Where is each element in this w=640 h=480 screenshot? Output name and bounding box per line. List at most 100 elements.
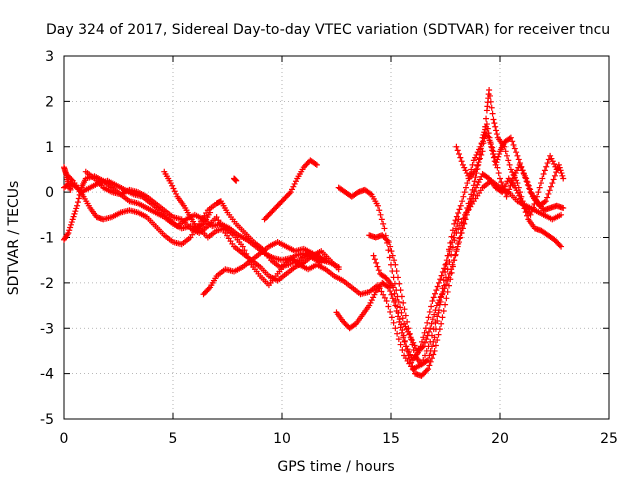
data-point [420,334,427,341]
data-point [440,288,447,295]
data-point [558,211,565,218]
data-point [351,321,358,328]
data-point [65,229,72,236]
data-point [340,318,347,325]
data-point [539,175,546,182]
data-point [560,175,567,182]
data-point [509,138,516,145]
data-point [548,183,555,190]
data-point [273,204,280,211]
data-point [432,342,439,349]
data-point [374,202,381,209]
data-point [304,160,311,167]
data-point [443,257,450,264]
data-point [449,239,456,246]
data-point [266,210,273,217]
data-point [457,154,464,161]
data-point [507,134,514,141]
data-point [274,202,281,209]
data-point [472,154,479,161]
data-point [387,308,394,315]
data-point [442,261,449,268]
data-point [401,337,408,344]
data-point [433,287,440,294]
data-point [381,225,388,232]
data-point [515,156,522,163]
data-point [465,207,472,214]
data-point [239,243,246,250]
data-point [458,158,465,165]
data-point [435,331,442,338]
data-point [201,289,208,296]
data-point [440,277,447,284]
data-point [217,220,224,227]
data-point [481,131,488,138]
data-point [425,314,432,321]
data-point [506,135,513,142]
data-point [428,355,435,362]
data-point [490,148,497,155]
data-point [367,190,374,197]
data-point [371,256,378,263]
data-point [371,291,378,298]
data-point [291,180,298,187]
data-point [435,279,442,286]
data-point [395,336,402,343]
data-point [460,193,467,200]
data-point [467,199,474,206]
data-point [418,338,425,345]
data-point [552,238,559,245]
data-point [440,308,447,315]
data-point [383,298,390,305]
data-point [463,211,470,218]
data-point [380,233,387,240]
data-point [406,330,413,337]
data-point [555,240,562,247]
data-point [428,343,435,350]
y-tick-label: -2 [40,276,54,292]
data-point [402,323,409,330]
data-point [490,154,497,161]
data-point [424,332,431,339]
data-point [519,198,526,205]
data-point [474,181,481,188]
data-point [445,274,452,281]
data-point [521,172,528,179]
data-point [507,182,514,189]
data-point [555,161,562,168]
data-point [469,195,476,202]
data-point [474,149,481,156]
data-point [387,288,394,295]
data-point [477,143,484,150]
data-point [404,318,411,325]
data-point [506,161,513,168]
data-point [169,182,176,189]
y-tick-label: 1 [45,140,54,156]
data-point [279,197,286,204]
data-point [68,219,75,226]
data-point [504,178,511,185]
x-tick-label: 5 [169,431,178,447]
data-point [446,248,453,255]
y-tick-label: 0 [45,185,54,201]
data-point [499,182,506,189]
data-point [557,167,564,174]
data-point [545,190,552,197]
data-point [434,337,441,344]
data-point [377,211,384,218]
data-point [449,261,456,268]
data-point [171,188,178,195]
data-point [382,274,389,281]
data-point [549,158,556,165]
data-point [501,143,508,150]
data-point [530,204,537,211]
data-point [487,98,494,105]
data-point [470,157,477,164]
data-point [551,160,558,167]
data-point [401,306,408,313]
data-point [479,148,486,155]
data-point [418,372,425,379]
data-point [64,231,71,238]
data-point [405,325,412,332]
data-point [393,268,400,275]
